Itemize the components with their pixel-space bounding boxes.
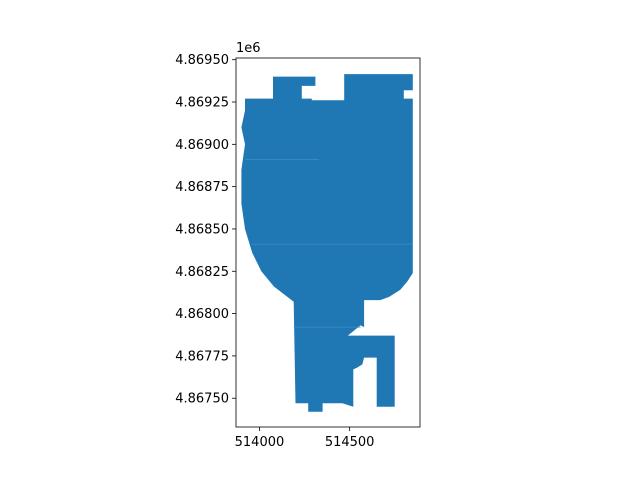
district-polygon (241, 74, 413, 412)
y-tick-label: 4.86825 (175, 265, 229, 280)
y-tick-label: 4.86925 (175, 96, 229, 111)
y-tick-label: 4.86875 (175, 180, 229, 195)
y-axis: 4.86750 4.86775 4.86800 4.86825 4.86850 4.868… (175, 53, 236, 407)
y-tick-label: 4.86850 (175, 222, 229, 237)
y-tick-label: 4.86950 (175, 53, 229, 68)
x-tick-label: 514000 (235, 435, 285, 450)
y-tick-label: 4.86775 (175, 349, 229, 364)
y-tick-label: 4.86800 (175, 307, 229, 322)
y-axis-offset-label: 1e6 (236, 41, 261, 56)
y-tick-label: 4.86900 (175, 138, 229, 153)
x-tick-label: 514500 (325, 435, 375, 450)
x-axis: 514000 514500 (235, 427, 375, 450)
axes-frame (235, 57, 421, 428)
y-tick-label: 4.86750 (175, 392, 229, 407)
plot-content (241, 74, 413, 412)
